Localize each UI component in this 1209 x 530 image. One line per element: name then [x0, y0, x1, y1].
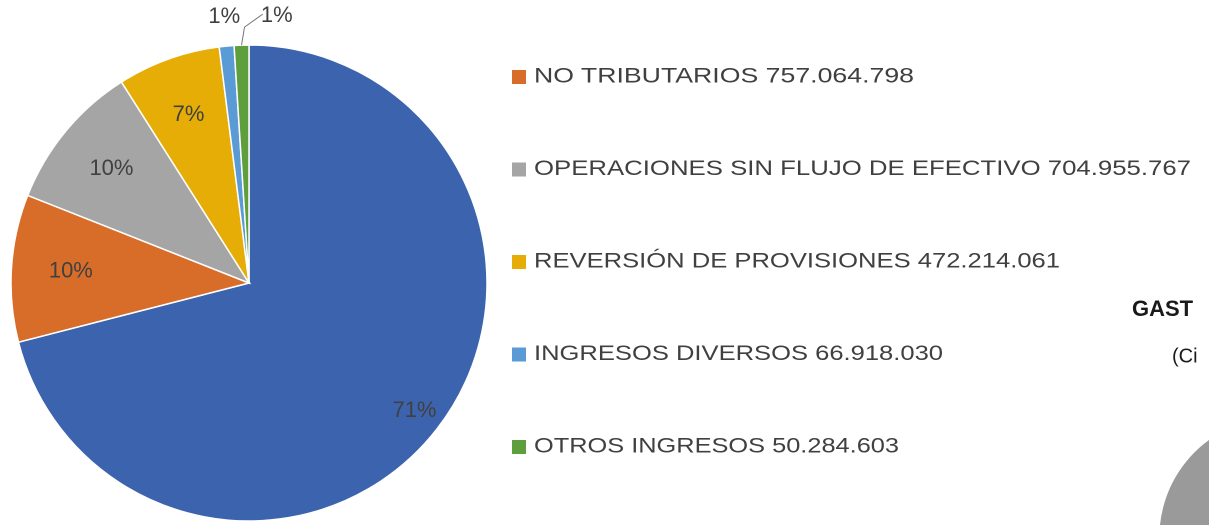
data-label: 71%	[392, 397, 436, 422]
legend-label: OTROS INGRESOS 50.284.603	[534, 435, 899, 458]
pie-slice	[26, 81, 251, 285]
legend-label: REVERSIÓN DE PROVISIONES 472.214.061	[534, 250, 1060, 273]
legend-swatch	[512, 70, 526, 84]
data-label: 1%	[208, 3, 240, 28]
partial-title: GAST	[1132, 296, 1194, 321]
legend-swatch	[512, 162, 526, 177]
pie-slice	[10, 194, 252, 344]
pie-slice	[17, 44, 488, 522]
legend-swatch	[512, 440, 526, 454]
leader-line	[241, 13, 264, 46]
decoration	[1160, 440, 1209, 525]
legend-label: OPERACIONES SIN FLUJO DE EFECTIVO 704.95…	[534, 157, 1191, 180]
legend-label: INGRESOS DIVERSOS 66.918.030	[534, 342, 943, 365]
data-label: 1%	[261, 2, 293, 27]
legend-label: NO TRIBUTARIOS 757.064.798	[534, 65, 914, 88]
data-label: 10%	[49, 258, 93, 283]
partial-subtitle: (Ci	[1172, 345, 1198, 367]
data-label: 10%	[89, 155, 133, 180]
legend-swatch	[512, 255, 526, 269]
data-label: 7%	[173, 101, 205, 126]
legend-swatch	[512, 347, 526, 362]
pie-slice	[120, 46, 250, 284]
